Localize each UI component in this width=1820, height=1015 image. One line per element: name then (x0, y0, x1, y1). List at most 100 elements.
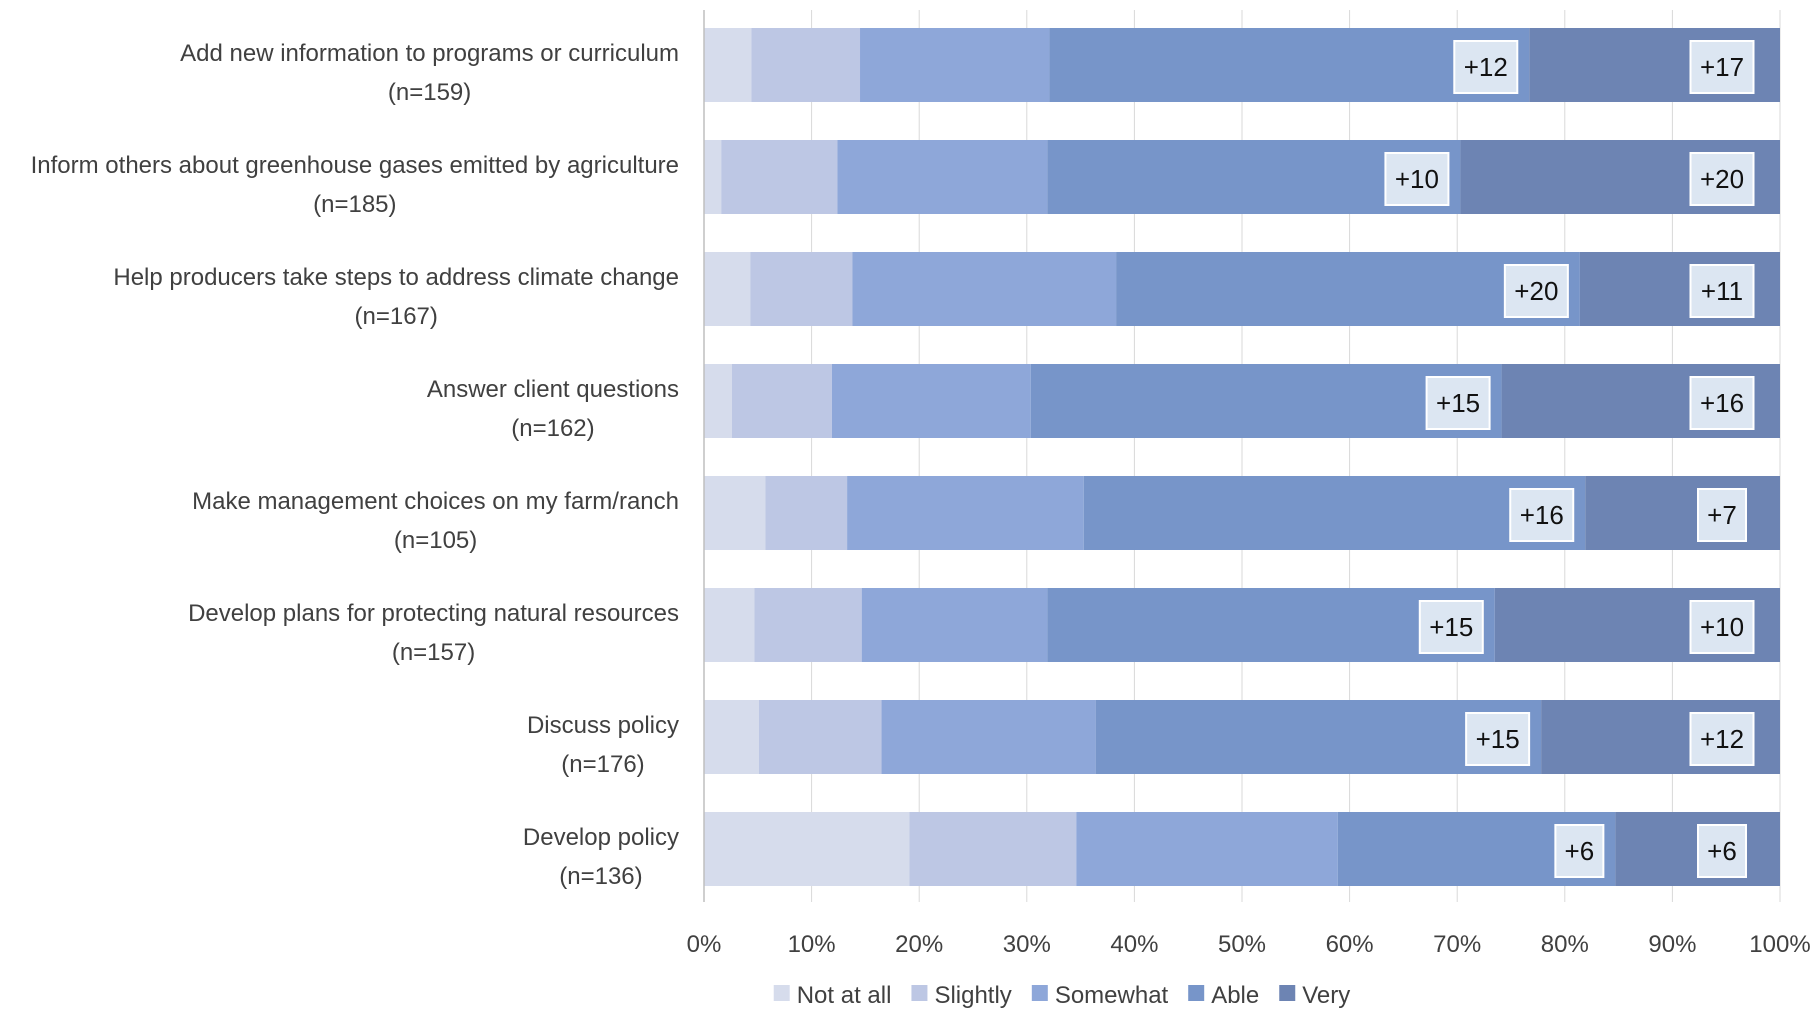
category-label: Make management choices on my farm/ranch (192, 488, 679, 515)
legend-label-slightly: Slightly (934, 982, 1011, 1009)
category-labels: Add new information to programs or curri… (31, 40, 679, 890)
category-label: Answer client questions (427, 376, 679, 403)
very-change-annotation-label: +20 (1700, 164, 1744, 194)
legend-label-somewhat: Somewhat (1055, 982, 1169, 1009)
legend-label-not-at-all: Not at all (797, 982, 892, 1009)
bar-segment-somewhat (860, 28, 1050, 102)
able-change-annotation-box (1465, 712, 1531, 766)
very-change-annotation-label: +11 (1701, 276, 1743, 306)
bar-segment-very (1585, 476, 1780, 550)
x-tick-label: 40% (1110, 931, 1158, 958)
very-change-annotation-label: +16 (1700, 388, 1744, 418)
able-change-annotation-box (1509, 488, 1575, 542)
bar-segment-slightly (751, 28, 861, 102)
able-change-annotation-label: +12 (1464, 52, 1508, 82)
category-n-label: (n=105) (394, 527, 477, 554)
able-change-annotation-box (1384, 152, 1450, 206)
able-change-annotation-label: +10 (1395, 164, 1439, 194)
category-label: Discuss policy (527, 712, 679, 739)
bar-segment-not-at-all (704, 252, 751, 326)
able-change-annotation-label: +20 (1514, 276, 1558, 306)
bar-segment-not-at-all (704, 140, 722, 214)
very-change-annotation-box (1697, 488, 1747, 542)
change-annotations: +12 +17 +10 +20 +20 +11 +15 +16 +16 +7 +15 +10 +15 +1… (1384, 40, 1755, 878)
bar-segment-somewhat (881, 700, 1096, 774)
very-change-annotation-box (1689, 40, 1755, 94)
x-axis-tick-labels: 0% 10% 20% 30% 40% 50% 60% 70% 80% 90% 100% (687, 931, 1811, 958)
bar-segment-slightly (909, 812, 1077, 886)
bar-segment-able (1083, 476, 1586, 550)
category-n-label: (n=176) (561, 751, 644, 778)
very-change-annotation-label: +12 (1700, 724, 1744, 754)
x-tick-label: 70% (1433, 931, 1481, 958)
x-tick-label: 60% (1326, 931, 1374, 958)
able-change-annotation-label: +15 (1429, 612, 1473, 642)
legend-swatch-able (1188, 985, 1205, 1001)
very-change-annotation-box (1689, 712, 1755, 766)
able-change-annotation-label: +15 (1436, 388, 1480, 418)
category-n-label: (n=157) (392, 639, 475, 666)
bar-segment-able (1049, 28, 1530, 102)
very-change-annotation-label: +7 (1707, 500, 1737, 530)
able-change-annotation-label: +16 (1520, 500, 1564, 530)
bar-segment-somewhat (861, 588, 1048, 662)
category-n-label: (n=185) (313, 191, 396, 218)
bar-segment-able (1030, 364, 1502, 438)
category-n-label: (n=167) (354, 303, 437, 330)
able-change-annotation-box (1425, 376, 1491, 430)
very-change-annotation-label: +6 (1707, 836, 1737, 866)
legend-label-very: Very (1302, 982, 1350, 1009)
very-change-annotation-label: +10 (1700, 612, 1744, 642)
able-change-annotation-label: +6 (1565, 836, 1595, 866)
legend-label-able: Able (1211, 982, 1259, 1009)
x-tick-label: 30% (1003, 931, 1051, 958)
able-change-annotation-box (1418, 600, 1484, 654)
bar-segment-somewhat (847, 476, 1084, 550)
bar-segment-not-at-all (704, 700, 759, 774)
able-change-annotation-box (1453, 40, 1519, 94)
bar-segment-slightly (721, 140, 838, 214)
bar-segment-not-at-all (704, 812, 910, 886)
legend-swatch-very (1279, 985, 1296, 1001)
bar-segment-able (1116, 252, 1580, 326)
very-change-annotation-box (1697, 824, 1747, 878)
very-change-annotation-box (1689, 376, 1755, 430)
category-label: Inform others about greenhouse gases emi… (31, 152, 679, 179)
x-tick-label: 50% (1218, 931, 1266, 958)
category-n-label: (n=136) (559, 863, 642, 890)
bar-segment-slightly (758, 700, 882, 774)
very-change-annotation-box (1689, 264, 1755, 318)
category-n-label: (n=162) (511, 415, 594, 442)
x-tick-label: 80% (1541, 931, 1589, 958)
legend: Not at all Slightly Somewhat Able Very (773, 982, 1350, 1009)
bar-segment-somewhat (1076, 812, 1338, 886)
very-change-annotation-box (1689, 152, 1755, 206)
very-change-annotation-box (1689, 600, 1755, 654)
bar-segment-not-at-all (704, 476, 766, 550)
legend-swatch-not-at-all (773, 985, 790, 1001)
bar-segment-somewhat (831, 364, 1031, 438)
able-change-annotation-box (1503, 264, 1569, 318)
category-label: Add new information to programs or curri… (180, 40, 679, 67)
able-change-annotation-label: +15 (1476, 724, 1520, 754)
category-label: Develop plans for protecting natural res… (188, 600, 679, 627)
category-label: Develop policy (523, 824, 679, 851)
able-change-annotation-box (1554, 824, 1605, 878)
bar-segment-not-at-all (704, 364, 732, 438)
bar-segment-not-at-all (704, 28, 752, 102)
bar-segment-slightly (750, 252, 853, 326)
category-label: Help producers take steps to address cli… (113, 264, 679, 291)
bar-segment-somewhat (852, 252, 1117, 326)
legend-swatch-somewhat (1031, 985, 1048, 1001)
bar-segment-somewhat (837, 140, 1048, 214)
bar-segment-slightly (754, 588, 862, 662)
category-n-label: (n=159) (388, 79, 471, 106)
bar-segment-not-at-all (704, 588, 755, 662)
x-tick-label: 90% (1648, 931, 1696, 958)
bar-segment-slightly (765, 476, 848, 550)
x-tick-label: 20% (895, 931, 943, 958)
legend-swatch-slightly (911, 985, 928, 1001)
very-change-annotation-label: +17 (1700, 52, 1744, 82)
bar-segment-slightly (731, 364, 832, 438)
